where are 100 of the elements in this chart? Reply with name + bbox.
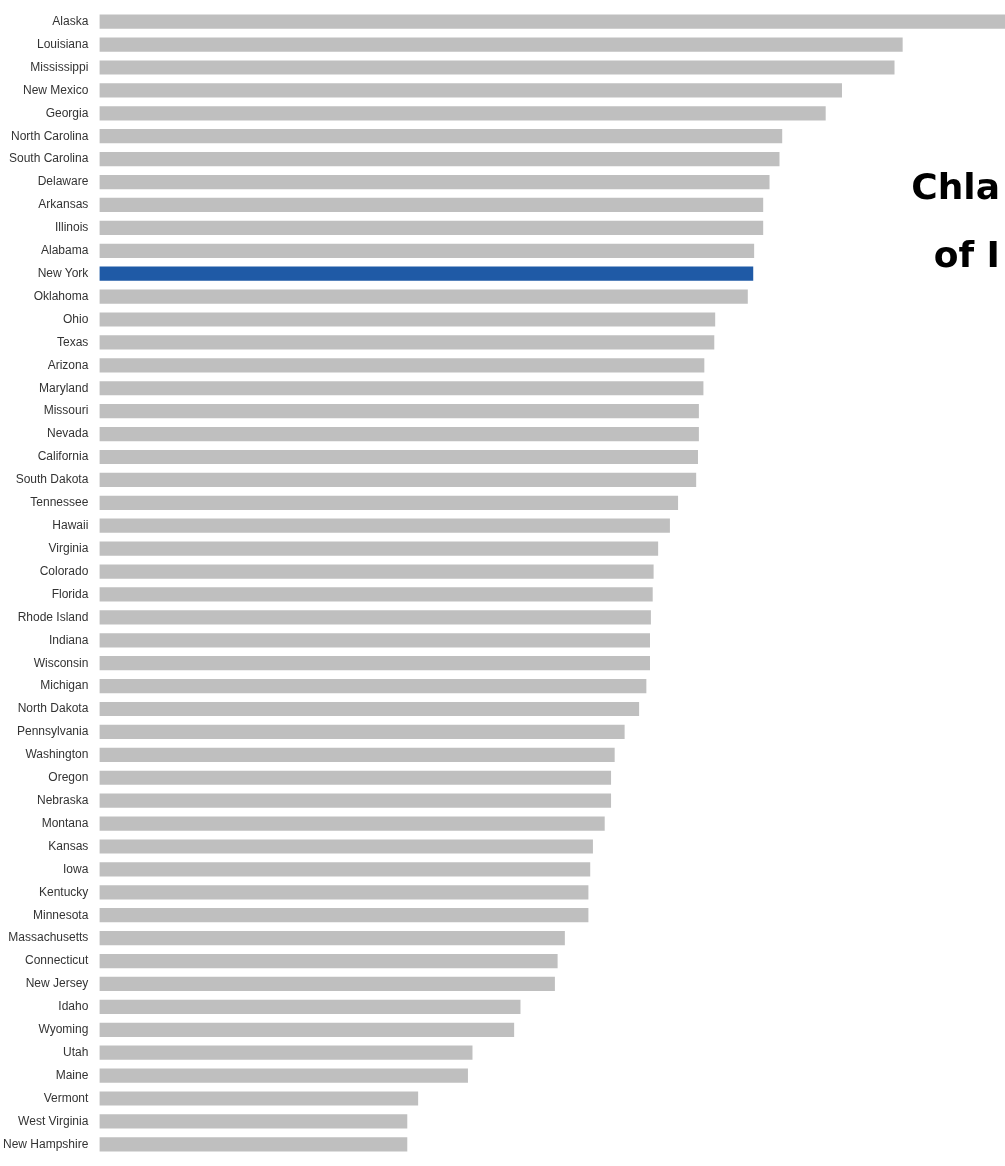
y-tick-label: South Carolina bbox=[8, 151, 89, 166]
text: of I bbox=[933, 234, 1000, 276]
bar bbox=[99, 701, 640, 717]
y-tick-label: Nebraska bbox=[37, 792, 89, 807]
y-tick-label: Mississippi bbox=[30, 59, 89, 74]
bar bbox=[99, 770, 612, 785]
y-tick-label: Kansas bbox=[48, 838, 89, 853]
y-tick-label: Arkansas bbox=[38, 197, 89, 212]
y-tick-label: Oklahoma bbox=[33, 288, 89, 303]
y-tick-label: New Jersey bbox=[25, 976, 89, 991]
bar bbox=[99, 885, 589, 900]
y-tick-label: Georgia bbox=[45, 105, 89, 120]
bar bbox=[99, 862, 591, 877]
bar bbox=[99, 106, 826, 121]
bar bbox=[99, 266, 754, 281]
bar bbox=[99, 999, 521, 1014]
bar bbox=[99, 587, 653, 602]
y-tick-label: New Mexico bbox=[23, 82, 89, 97]
bar bbox=[99, 312, 716, 327]
y-tick-label: Colorado bbox=[39, 563, 89, 578]
bar bbox=[99, 564, 654, 579]
y-tick-label: Utah bbox=[63, 1045, 89, 1060]
bar bbox=[99, 1137, 408, 1152]
bar bbox=[99, 679, 647, 694]
bar bbox=[99, 381, 704, 396]
y-tick-label: Kentucky bbox=[39, 884, 89, 899]
bar bbox=[99, 793, 612, 808]
y-tick-label: Wyoming bbox=[38, 1022, 89, 1037]
bar bbox=[99, 816, 605, 831]
bar bbox=[99, 1091, 419, 1106]
y-tick-label: West Virginia bbox=[18, 1113, 89, 1128]
y-tick-label: Alaska bbox=[52, 13, 89, 28]
y-tick-label: Ohio bbox=[63, 311, 89, 326]
y-tick-label: Maryland bbox=[39, 380, 89, 395]
y-tick-label: Louisiana bbox=[36, 36, 89, 51]
text: Chla bbox=[911, 166, 1000, 208]
y-tick-label: Texas bbox=[57, 334, 89, 349]
bar bbox=[99, 472, 697, 487]
y-tick-label: Maine bbox=[55, 1067, 89, 1082]
y-tick-label: North Dakota bbox=[17, 701, 89, 716]
bar bbox=[99, 197, 764, 213]
bar bbox=[99, 633, 650, 648]
bar bbox=[99, 152, 780, 167]
bar bbox=[99, 839, 593, 854]
y-tick-label: Pennsylvania bbox=[16, 724, 89, 739]
bar bbox=[99, 37, 903, 52]
bar bbox=[99, 449, 698, 465]
y-tick-label: Montana bbox=[41, 815, 89, 830]
y-tick-label: Massachusetts bbox=[8, 930, 89, 945]
bar bbox=[99, 953, 558, 969]
bar bbox=[99, 724, 625, 740]
bar bbox=[99, 518, 670, 533]
y-tick-label: New Hampshire bbox=[3, 1136, 89, 1151]
y-tick-label: Iowa bbox=[63, 861, 89, 876]
y-tick-label: Missouri bbox=[43, 403, 89, 418]
y-tick-label: Vermont bbox=[43, 1090, 90, 1105]
bar bbox=[99, 404, 699, 419]
y-tick-label: Alabama bbox=[40, 243, 89, 258]
y-tick-label: Wisconsin bbox=[33, 655, 89, 670]
bar bbox=[99, 976, 555, 992]
y-tick-label: Arizona bbox=[47, 357, 89, 372]
y-tick-label: Washington bbox=[25, 747, 89, 762]
y-tick-label: North Carolina bbox=[10, 128, 89, 143]
y-tick-label: Connecticut bbox=[24, 953, 90, 968]
bar bbox=[99, 60, 895, 75]
y-tick-label: Florida bbox=[51, 586, 89, 601]
bar bbox=[99, 358, 705, 373]
bar bbox=[99, 289, 748, 304]
y-tick-label: New York bbox=[37, 266, 90, 280]
y-tick-label: Nevada bbox=[46, 426, 89, 441]
y-tick-label: Michigan bbox=[40, 678, 89, 693]
bar bbox=[99, 1068, 468, 1083]
bar bbox=[99, 495, 679, 510]
y-tick-label: Virginia bbox=[48, 540, 89, 555]
bar bbox=[99, 174, 770, 190]
bar bbox=[99, 1022, 515, 1037]
bar bbox=[99, 129, 783, 144]
y-tick-label: Hawaii bbox=[52, 518, 89, 533]
y-tick-label: Indiana bbox=[48, 632, 89, 647]
y-tick-label: Oregon bbox=[48, 770, 89, 785]
bar bbox=[99, 83, 842, 98]
bar bbox=[99, 243, 755, 258]
y-tick-label: South Dakota bbox=[15, 472, 89, 487]
y-tick-label: California bbox=[37, 449, 89, 464]
bar bbox=[99, 1045, 473, 1060]
bar bbox=[99, 541, 659, 556]
bar bbox=[99, 656, 650, 671]
y-tick-label: Delaware bbox=[37, 174, 89, 189]
bar bbox=[99, 335, 715, 350]
y-tick-label: Illinois bbox=[55, 220, 89, 235]
bar bbox=[99, 908, 589, 923]
bar bbox=[99, 610, 651, 625]
bar bbox=[99, 1114, 408, 1129]
bar bbox=[99, 14, 1005, 29]
y-tick-label: Tennessee bbox=[30, 495, 89, 510]
bar bbox=[99, 426, 699, 442]
y-tick-label: Rhode Island bbox=[17, 609, 89, 624]
y-tick-label: Minnesota bbox=[32, 907, 89, 922]
y-tick-label: Idaho bbox=[58, 999, 89, 1014]
bar bbox=[99, 747, 615, 762]
